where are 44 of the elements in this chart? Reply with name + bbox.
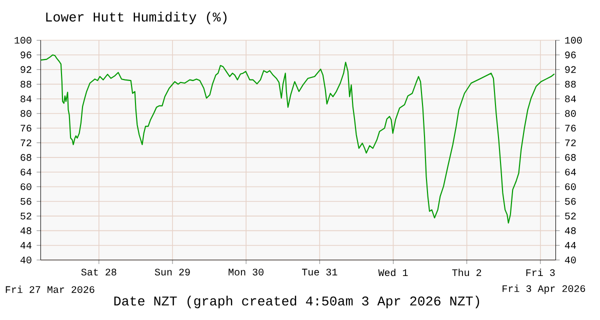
y-tick-label: 68 — [20, 154, 32, 161]
y-tick-label: 84 — [20, 95, 32, 102]
y2-tick-label: 60 — [565, 183, 576, 190]
y2-tick-label: 76 — [565, 124, 576, 132]
x-tick-label: Mon 30 — [228, 268, 264, 276]
x-tick-label: Wed 1 — [378, 268, 408, 276]
text: Fri 27 Mar 2026 — [6, 286, 94, 293]
y-tick-label: 100 — [14, 36, 32, 44]
x-tick-label: Thu 2 — [452, 268, 482, 276]
y2-tick-label: 48 — [564, 227, 576, 234]
y-tick-label: 92 — [20, 66, 32, 73]
y-tick-label: 72 — [20, 139, 32, 146]
y-tick-label: 64 — [20, 168, 32, 176]
y-tick-label: 96 — [20, 52, 32, 58]
y2-tick-label: 52 — [565, 212, 576, 220]
y2-tick-label: 92 — [565, 66, 576, 73]
y2-tick-label: 72 — [565, 139, 576, 146]
y2-tick-label: 44 — [564, 242, 576, 249]
text: Fri 3 Apr 2026 — [502, 284, 586, 294]
y-tick-label: 76 — [20, 124, 32, 132]
x-axis-title: Date NZT (graph created 4:50am 3 Apr 2026 NZT) — [114, 296, 480, 308]
y-tick-label: 48 — [20, 227, 32, 234]
line-series — [40, 54, 555, 224]
x-tick-label: Tue 31 — [302, 268, 338, 276]
chart-title: Lower Hutt Humidity (%) — [46, 12, 226, 24]
y-tick-label: 52 — [20, 212, 32, 220]
y-tick-label: 40 — [20, 256, 32, 264]
x-tick-label: Sun 29 — [154, 268, 190, 276]
y2-tick-label: 88 — [565, 80, 576, 88]
y-tick-label: 80 — [20, 110, 32, 117]
y2-tick-label: 40 — [564, 256, 576, 264]
y2-tick-label: 84 — [565, 95, 576, 102]
y2-tick-label: 100 — [565, 36, 582, 44]
x-tick-label: Sat 28 — [81, 268, 116, 276]
y-tick-label: 56 — [20, 198, 32, 205]
y-tick-label: 88 — [20, 80, 32, 88]
y-tick-label: 44 — [20, 242, 32, 249]
y2-tick-label: 96 — [565, 52, 576, 58]
y2-tick-label: 80 — [565, 110, 576, 117]
y2-tick-label: 64 — [565, 168, 576, 176]
y2-tick-label: 56 — [565, 198, 576, 205]
y2-tick-label: 68 — [565, 154, 576, 161]
y-tick-label: 60 — [20, 183, 32, 190]
x-tick-label: Fri 3 — [526, 268, 555, 276]
